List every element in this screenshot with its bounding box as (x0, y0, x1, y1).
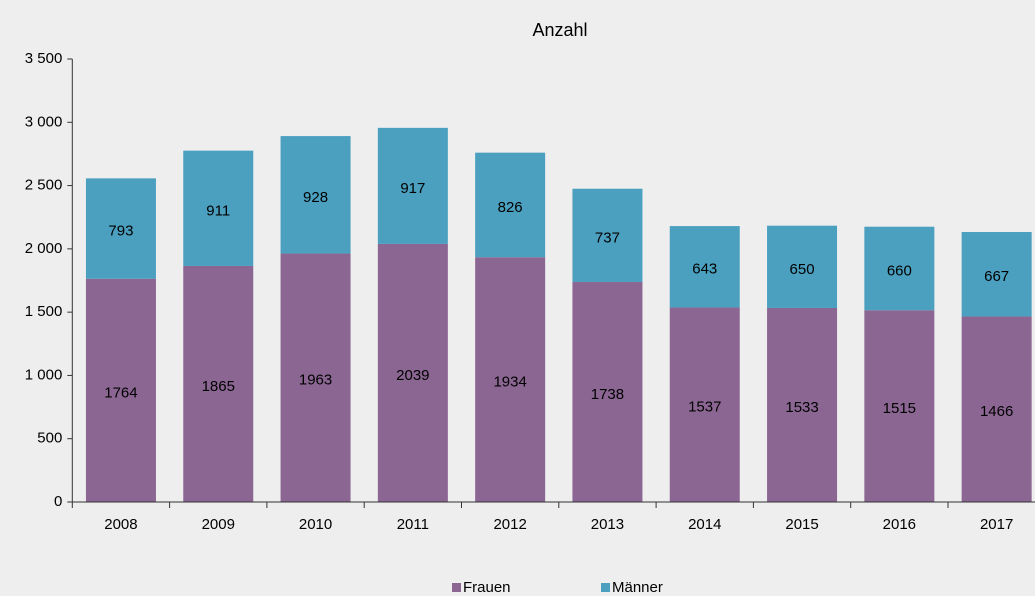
bar-segment (280, 136, 351, 254)
data-label: 1537 (688, 399, 721, 416)
bar-segment (767, 225, 838, 308)
data-label: 643 (692, 261, 717, 278)
y-tick-label: 3 500 (25, 50, 63, 67)
bar-segment (572, 282, 643, 502)
data-label: 667 (984, 268, 1009, 285)
legend-swatch (452, 583, 461, 592)
x-tick-label: 2013 (591, 516, 624, 533)
data-label: 1934 (493, 374, 526, 391)
data-label: 650 (790, 261, 815, 278)
bar-segment (85, 278, 156, 502)
bar-segment (475, 257, 546, 502)
x-tick-label: 2012 (493, 516, 526, 533)
chart-title: Anzahl (532, 20, 587, 40)
data-label: 911 (206, 202, 230, 219)
x-tick-label: 2010 (299, 516, 332, 533)
data-label: 1963 (299, 372, 332, 389)
data-label: 826 (498, 199, 523, 216)
data-label: 1764 (104, 384, 137, 401)
x-tick-label: 2014 (688, 516, 721, 533)
data-label: 1865 (202, 378, 235, 395)
x-tick-label: 2017 (980, 516, 1013, 533)
y-tick-label: 3 000 (25, 113, 63, 130)
y-tick-label: 2 000 (25, 240, 63, 257)
x-tick-label: 2008 (104, 516, 137, 533)
data-label: 1515 (883, 400, 916, 417)
data-label: 928 (303, 189, 328, 206)
y-tick-label: 1 500 (25, 303, 63, 320)
bar-segment (475, 152, 546, 258)
bar-segment (864, 310, 935, 502)
data-label: 2039 (396, 367, 429, 384)
legend-label: Männer (612, 579, 663, 596)
bar-segment (961, 232, 1032, 317)
data-label: 1533 (785, 399, 818, 416)
data-label: 917 (400, 180, 425, 197)
bar-segment (767, 307, 838, 502)
bar-segment (280, 253, 351, 502)
bar-segment (572, 188, 643, 283)
bar-segment (85, 178, 156, 279)
bar-segment (864, 226, 935, 311)
bar-segment (377, 127, 448, 244)
data-label: 737 (595, 229, 620, 246)
data-label: 1738 (591, 386, 624, 403)
x-tick-label: 2015 (785, 516, 818, 533)
legend-swatch (601, 583, 610, 592)
bar-segment (377, 243, 448, 503)
bar-segment (183, 150, 254, 266)
x-tick-label: 2009 (202, 516, 235, 533)
bar-segment (961, 316, 1032, 502)
data-label: 1466 (980, 403, 1013, 420)
data-label: 660 (887, 262, 912, 279)
data-label: 793 (108, 223, 133, 240)
y-tick-label: 0 (54, 493, 62, 510)
legend-label: Frauen (463, 579, 511, 596)
bar-segment (183, 265, 254, 502)
x-tick-label: 2016 (883, 516, 916, 533)
bar-segment (669, 307, 740, 502)
bar-segment (669, 226, 740, 308)
x-tick-label: 2011 (397, 516, 429, 533)
y-tick-label: 500 (37, 430, 62, 447)
y-tick-label: 1 000 (25, 366, 63, 383)
y-tick-label: 2 500 (25, 177, 63, 194)
